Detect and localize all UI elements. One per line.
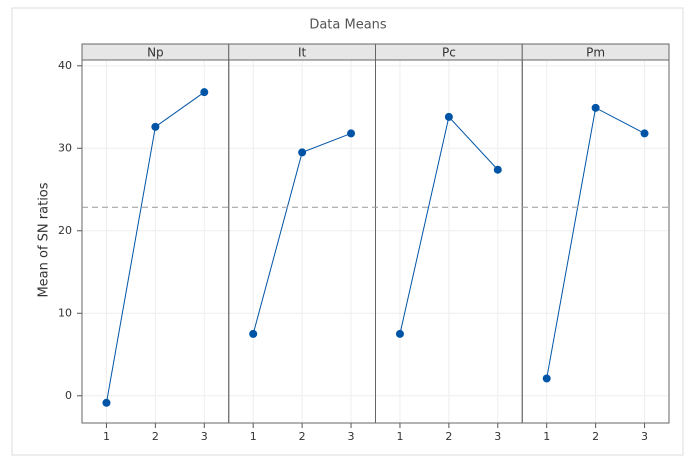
frame xyxy=(11,7,684,456)
y-tick-label: 10 xyxy=(58,306,72,319)
panel-title: Pc xyxy=(442,46,456,60)
x-tick-label: 2 xyxy=(445,430,452,443)
x-tick-label: 3 xyxy=(641,430,648,443)
x-tick-label: 1 xyxy=(103,430,110,443)
point xyxy=(151,122,160,131)
x-tick-label: 2 xyxy=(152,430,159,443)
y-tick-label: 0 xyxy=(65,389,72,402)
x-tick-label: 3 xyxy=(348,430,355,443)
x-tick-label: 2 xyxy=(592,430,599,443)
point xyxy=(640,129,649,138)
y-tick-label: 30 xyxy=(58,141,72,154)
point xyxy=(493,165,502,174)
point xyxy=(347,129,356,138)
y-axis-label: Mean of SN ratios xyxy=(37,182,52,297)
point xyxy=(395,329,404,338)
point xyxy=(200,88,209,97)
x-tick-label: 1 xyxy=(543,430,550,443)
point xyxy=(298,148,307,157)
x-tick-label: 3 xyxy=(201,430,208,443)
panel-title: Np xyxy=(147,46,164,60)
point xyxy=(591,103,600,112)
y-tick-label: 40 xyxy=(58,59,72,72)
chart-title: Data Means xyxy=(309,18,387,33)
point xyxy=(542,374,551,383)
x-tick-label: 3 xyxy=(494,430,501,443)
point xyxy=(444,112,453,121)
y-tick-label: 20 xyxy=(58,224,72,237)
x-tick-label: 1 xyxy=(250,430,257,443)
panel-title: It xyxy=(298,46,307,60)
panel xyxy=(521,59,670,424)
point xyxy=(102,398,111,407)
x-tick-label: 2 xyxy=(299,430,306,443)
panel-title: Pm xyxy=(586,46,605,60)
x-tick-label: 1 xyxy=(396,430,403,443)
point xyxy=(249,329,258,338)
